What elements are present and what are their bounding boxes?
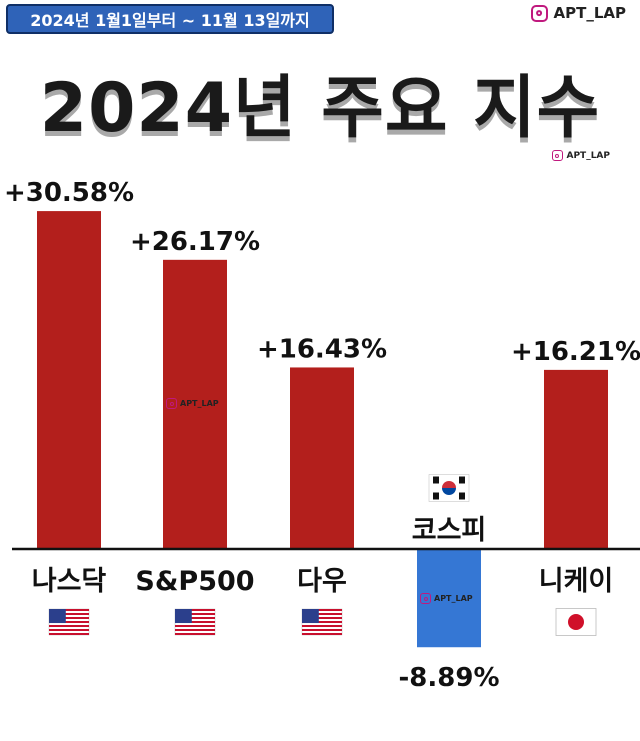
instagram-icon (420, 593, 431, 604)
brand-watermark: APT_LAP (166, 398, 219, 409)
value-label: +30.58% (4, 178, 134, 208)
us-flag-icon (301, 608, 343, 636)
brand-watermark: APT_LAP (551, 150, 611, 161)
brand-label: APT_LAP (553, 4, 627, 22)
instagram-icon (530, 4, 548, 22)
brand-watermark: APT_LAP (420, 593, 473, 604)
value-label: -8.89% (399, 663, 500, 693)
category-label: 니케이 (539, 566, 614, 597)
value-label: +26.17% (130, 227, 260, 257)
page-title: 2024년 주요 지수 (39, 69, 601, 148)
category-label: 다우 (297, 566, 347, 597)
brand-watermark-label: APT_LAP (434, 594, 473, 603)
kr-flag-icon (428, 474, 470, 502)
us-flag-icon (174, 608, 216, 636)
category-label: 코스피 (412, 515, 487, 546)
instagram-icon (166, 398, 177, 409)
jp-flag-icon (555, 608, 597, 636)
category-label: 나스닥 (32, 566, 107, 597)
category-label: S&P500 (135, 566, 254, 597)
us-flag-icon (48, 608, 90, 636)
date-range-badge: 2024년 1월1일부터 ~ 11월 13일까지 (6, 4, 334, 34)
bar-다우 (290, 367, 354, 549)
instagram-icon (551, 150, 563, 161)
bar-니케이 (544, 369, 608, 549)
bar-나스닥 (37, 211, 101, 549)
brand-watermark-label: APT_LAP (566, 150, 611, 161)
brand-top: APT_LAP (530, 4, 627, 22)
value-label: +16.43% (257, 334, 387, 364)
value-label: +16.21% (511, 337, 640, 367)
brand-watermark-label: APT_LAP (180, 399, 219, 408)
